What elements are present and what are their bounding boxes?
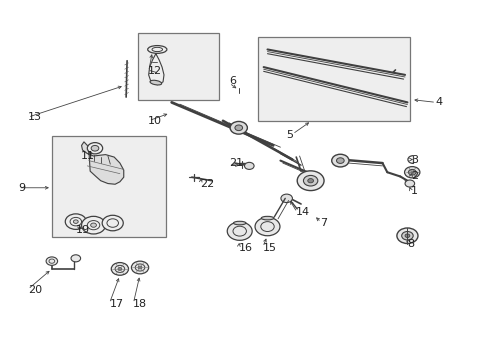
Text: 18: 18 [133,299,147,309]
Circle shape [255,217,280,236]
Circle shape [73,220,78,224]
Text: 20: 20 [28,285,42,295]
Circle shape [91,145,99,151]
Circle shape [404,180,414,187]
Text: 2: 2 [410,171,418,181]
Circle shape [65,214,86,229]
Text: 14: 14 [296,207,310,217]
Text: 6: 6 [229,76,236,86]
Circle shape [407,170,415,175]
Text: 19: 19 [76,225,90,235]
Circle shape [90,223,96,227]
Text: 15: 15 [262,243,276,253]
Circle shape [111,262,128,275]
Bar [138,33,218,100]
Circle shape [331,154,348,167]
Text: 17: 17 [109,299,123,309]
Text: 4: 4 [434,98,442,107]
Polygon shape [81,142,123,184]
Text: 9: 9 [18,183,25,193]
Circle shape [303,175,317,186]
Circle shape [87,143,102,154]
Bar [257,37,409,121]
Circle shape [401,231,412,240]
Circle shape [131,261,148,274]
Text: 1: 1 [410,186,417,196]
Text: 5: 5 [286,130,293,140]
Text: 12: 12 [147,66,162,76]
Circle shape [81,216,105,234]
Text: 8: 8 [407,239,414,249]
Circle shape [297,171,324,190]
Circle shape [227,222,252,240]
Text: 22: 22 [200,179,214,189]
Ellipse shape [233,221,245,225]
Circle shape [234,125,242,131]
Ellipse shape [150,80,162,85]
Circle shape [46,257,58,265]
Circle shape [71,255,81,262]
Text: 16: 16 [238,243,252,253]
Ellipse shape [261,216,273,220]
Text: 13: 13 [28,112,42,122]
Text: 7: 7 [320,218,326,228]
Circle shape [404,234,409,238]
Text: 10: 10 [147,116,162,126]
Bar [52,136,165,237]
Circle shape [138,266,142,269]
Circle shape [118,267,122,270]
Circle shape [230,121,247,134]
Text: 21: 21 [229,158,243,168]
Circle shape [244,162,254,170]
Circle shape [404,167,419,178]
Circle shape [396,228,417,243]
Text: 11: 11 [81,151,94,161]
Circle shape [280,194,292,203]
Circle shape [307,179,313,183]
Text: 3: 3 [410,154,417,165]
Circle shape [102,215,123,231]
Circle shape [336,158,344,163]
